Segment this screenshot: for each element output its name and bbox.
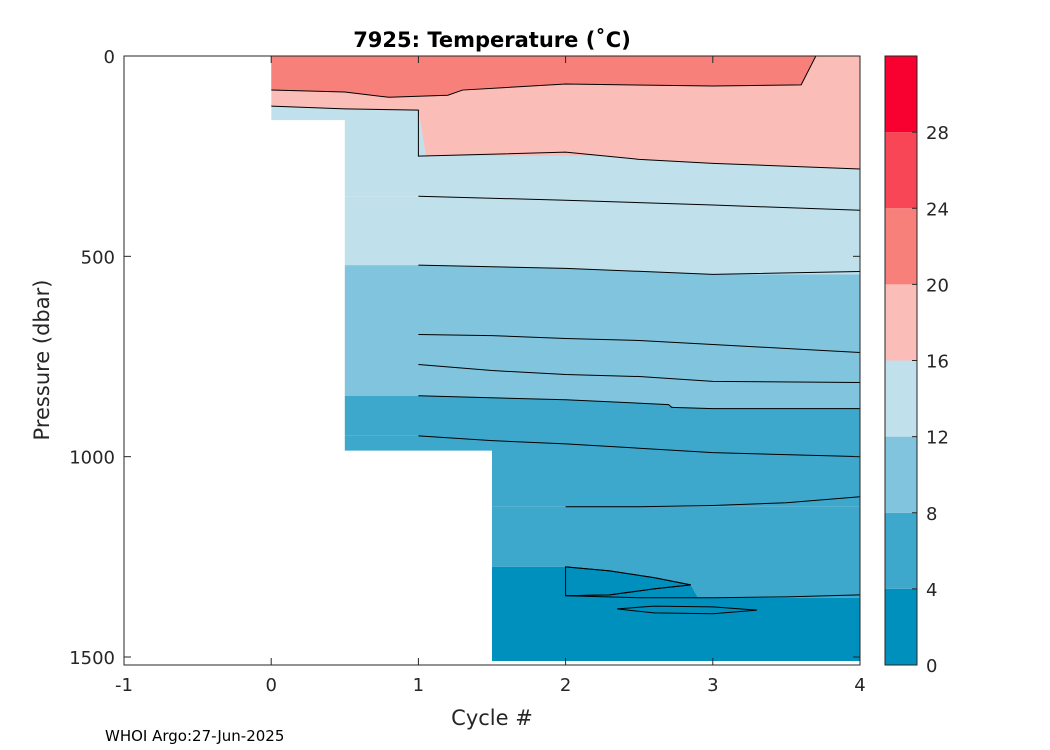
temperature-band xyxy=(271,334,860,383)
y-tick-label: 1000 xyxy=(69,448,115,469)
credit-text: WHOI Argo:27-Jun-2025 xyxy=(105,727,284,745)
colorbar-swatch xyxy=(885,56,917,133)
x-tick-label: 4 xyxy=(854,675,865,696)
isotherm-line xyxy=(418,364,860,384)
colorbar-swatch xyxy=(885,436,917,513)
colorbar-tick-label: 24 xyxy=(926,199,949,220)
x-tick-label: -1 xyxy=(115,675,133,696)
x-axis: -1 0 1 2 3 4 xyxy=(115,56,866,696)
cold-water-patch xyxy=(617,605,758,615)
temperature-bands xyxy=(271,56,860,661)
plot-area xyxy=(123,55,861,666)
chart-title: 7925: Temperature (˚C) xyxy=(353,28,631,52)
temperature-band xyxy=(271,364,860,409)
colorbar-tick-label: 28 xyxy=(926,123,949,144)
isotherm-line xyxy=(565,496,860,508)
isotherm-line xyxy=(418,195,860,211)
isotherm-line xyxy=(565,566,860,599)
temperature-band xyxy=(271,196,860,275)
y-tick-label: 1500 xyxy=(69,648,115,669)
temperature-band xyxy=(271,395,860,457)
x-tick-label: 1 xyxy=(413,675,424,696)
colorbar-swatch xyxy=(885,208,917,285)
colorbar-swatch xyxy=(885,360,917,437)
y-tick-label: 0 xyxy=(104,47,115,68)
x-axis-label: Cycle # xyxy=(451,706,533,730)
y-axis: 0 500 1000 1500 xyxy=(69,47,860,669)
colorbar-swatch xyxy=(885,588,917,665)
colorbar-tick-label: 8 xyxy=(926,504,937,525)
isotherm-line xyxy=(418,395,860,410)
colorbar-swatch xyxy=(885,132,917,209)
x-tick-label: 2 xyxy=(560,675,571,696)
temperature-band xyxy=(271,265,860,353)
isotherm-line xyxy=(418,435,860,458)
colorbar-tick-label: 16 xyxy=(926,352,949,373)
colorbar-tick-label: 4 xyxy=(926,580,937,601)
isotherm-line xyxy=(418,264,860,275)
temperature-band xyxy=(271,56,816,98)
x-tick-label: 0 xyxy=(265,675,276,696)
isotherm-line xyxy=(271,56,817,98)
y-axis-label: Pressure (dbar) xyxy=(30,280,54,441)
colorbar-tick-label: 0 xyxy=(926,656,937,677)
x-tick-label: 3 xyxy=(707,675,718,696)
plot-frame xyxy=(123,55,861,666)
y-tick-label: 500 xyxy=(81,247,115,268)
colorbar-tick-label: 20 xyxy=(926,275,949,296)
colorbar: 0 4 8 12 16 20 24 28 xyxy=(884,55,949,677)
colorbar-tick-label: 12 xyxy=(926,428,949,449)
isotherm-line xyxy=(271,105,860,170)
colorbar-swatch xyxy=(885,284,917,361)
isotherm-line xyxy=(418,333,860,353)
colorbar-swatch xyxy=(885,512,917,589)
